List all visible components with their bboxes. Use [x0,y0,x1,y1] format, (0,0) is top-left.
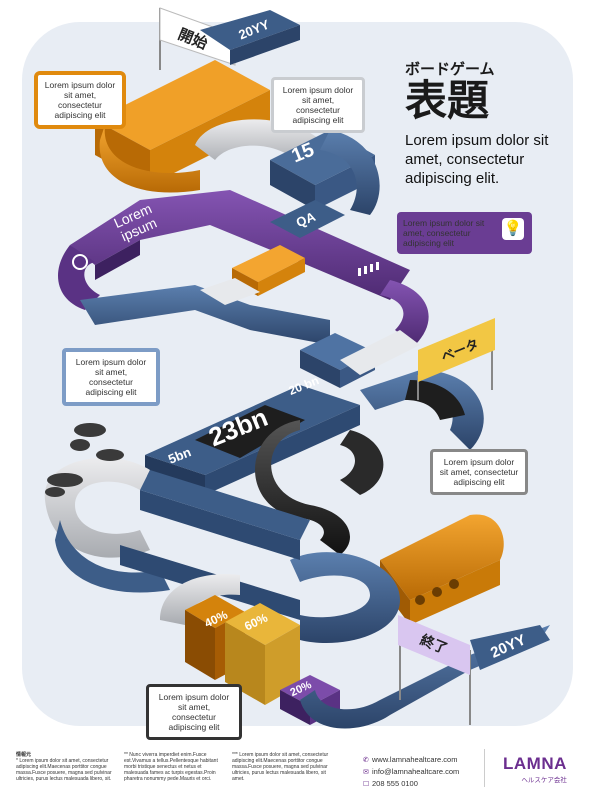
callout-orange: Lorem ipsum dolor sit amet, consectetur … [34,71,126,129]
brand-subtitle: ヘルスケア会社 [521,777,567,784]
beta-flag [418,318,495,382]
callout-blue: Lorem ipsum dolor sit amet, consectetur … [62,348,160,406]
title-subtitle-jp: ボードゲーム [405,60,495,78]
mail-icon: ✉ [363,769,369,776]
phone-icon: ✆ [363,757,369,764]
brand-logo: LAMNA ヘルスケア会社 [503,754,567,784]
gear-icon [72,254,88,270]
mobile-icon: ☐ [363,781,370,788]
website-row: ✆ www.lamnahealtcare.com [363,754,459,766]
footer-notes-title: 情報元 [16,752,32,758]
page-tagline: Lorem ipsum dolor sit amet, consectetur … [405,132,549,187]
lightbulb-icon: 💡 [502,218,524,240]
callout-top-white: Lorem ipsum dolor sit amet, consectetur … [271,77,365,133]
title-block: ボードゲーム 表題 Lorem ipsum dolor sit amet, co… [405,58,575,188]
start-flag [159,7,236,66]
footer-notes-3: *** Lorem ipsum dolor sit amet, consecte… [232,752,329,782]
end-flag [398,615,470,675]
page-title: 表題 [405,76,490,125]
website-link[interactable]: www.lamnahealtcare.com [372,755,458,764]
phone-number: 208 555 0100 [372,779,418,788]
brand-name: LAMNA [503,754,567,773]
footer-notes-2: ** Nunc viverra imperdiet enim.Fusce est… [124,752,218,782]
callout-gray-right: Lorem ipsum dolor sit amet, consectetur … [430,449,528,495]
callout-dark-bottom: Lorem ipsum dolor sit amet, consectetur … [146,684,242,740]
phone-row: ☐ 208 555 0100 [363,778,459,790]
footer-divider [484,749,485,787]
people-icon [358,262,379,276]
email-row: ✉ info@lamnahealtcare.com [363,766,459,778]
cloud-icon [45,423,124,497]
footer-notes-1: 情報元 * Lorem ipsum dolor sit amet, consec… [16,752,116,782]
email-link[interactable]: info@lamnahealtcare.com [372,767,460,776]
contact-block: ✆ www.lamnahealtcare.com ✉ info@lamnahealt… [363,754,459,790]
